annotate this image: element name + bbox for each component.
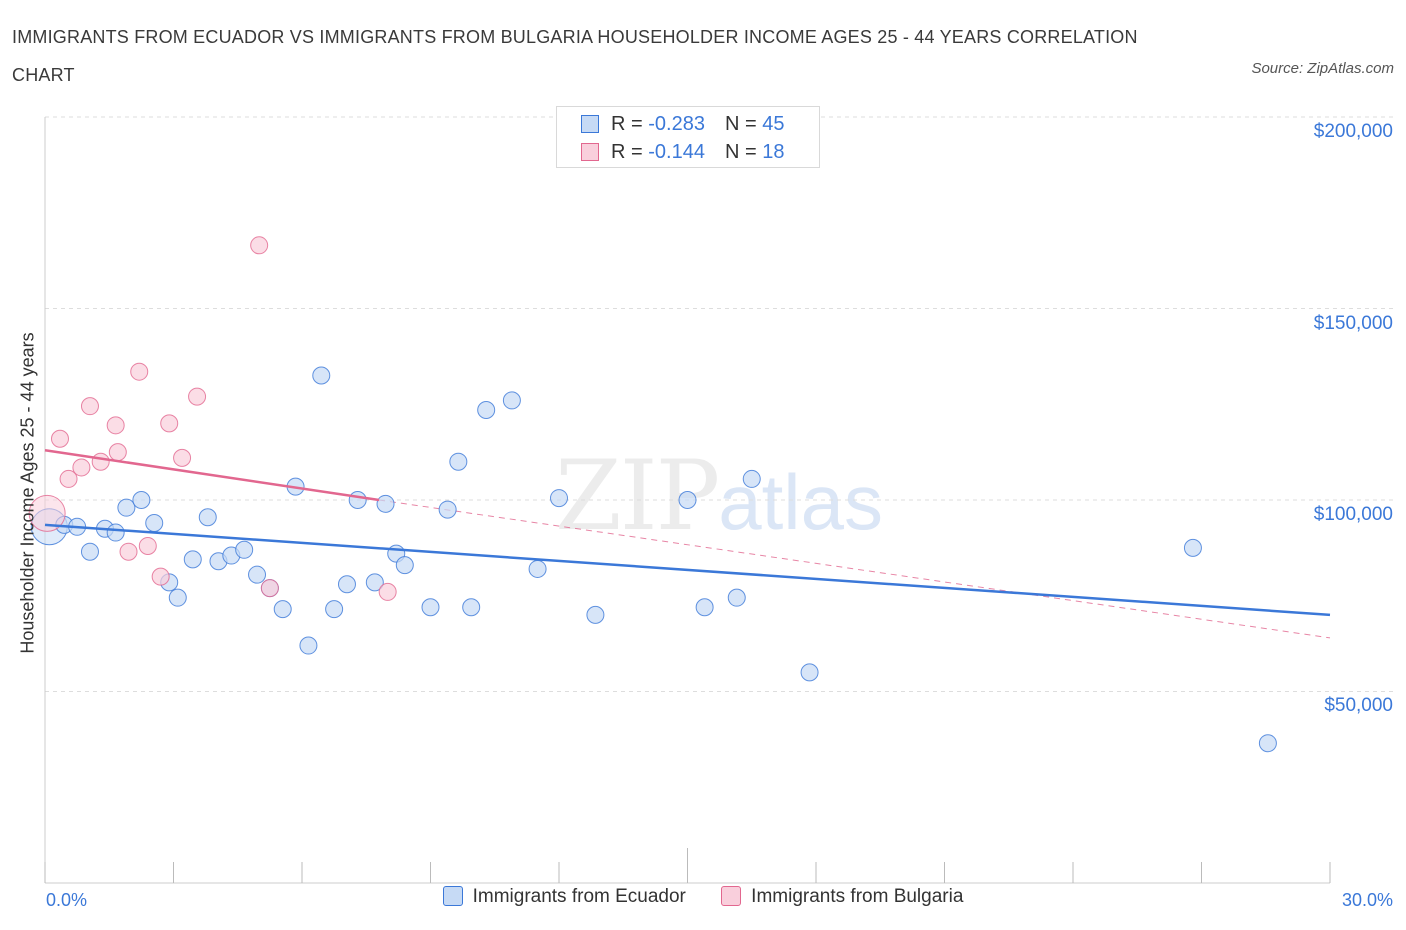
bulgaria-point [173, 448, 192, 467]
ecuador-point [117, 498, 136, 517]
legend-n-value: 18 [762, 141, 785, 163]
bulgaria-trend-line [44, 448, 380, 502]
x-tick-label-max: 30.0% [1341, 890, 1393, 910]
ecuador-point [248, 565, 267, 584]
bulgaria-point [119, 542, 138, 561]
legend-n-label: N = [724, 141, 763, 163]
ecuador-point [337, 575, 356, 594]
ecuador-point [1183, 538, 1202, 557]
bulgaria-trend-extension [379, 499, 1331, 639]
ecuador-point [145, 513, 164, 532]
watermark: ZIPatlas [555, 440, 883, 552]
ecuador-point [421, 598, 440, 617]
ecuador-point [325, 600, 344, 619]
ecuador-point [678, 491, 697, 509]
chart-title: IMMIGRANTS FROM ECUADOR VS IMMIGRANTS FR… [12, 27, 1138, 85]
legend-item-ecuador[interactable]: Immigrants from Ecuador [442, 886, 686, 908]
y-tick-label-150000: $150,000 [1313, 313, 1393, 334]
ecuador-point [800, 663, 819, 682]
ecuador-point [550, 489, 568, 508]
ecuador-point [742, 469, 761, 488]
legend-r-label: R = [611, 141, 649, 163]
bulgaria-point [50, 429, 69, 448]
ecuador-point [528, 559, 547, 578]
ecuador-point [449, 452, 468, 471]
ecuador-point [299, 636, 318, 655]
x-tick-label-min: 0.0% [46, 890, 88, 910]
ecuador-swatch [581, 115, 599, 133]
bulgaria-point [138, 536, 157, 555]
bulgaria-point [72, 458, 91, 477]
ecuador-point [727, 588, 746, 607]
ecuador-point [477, 400, 496, 419]
bulgaria-point [106, 416, 125, 435]
ecuador-point [235, 540, 254, 559]
legend-r-label: R = [611, 113, 649, 135]
bulgaria-point [80, 397, 99, 416]
ecuador-point [365, 573, 384, 592]
y-axis-label: Householder Income Ages 25 - 44 years [17, 332, 38, 654]
ecuador-point [1258, 734, 1277, 753]
y-tick-label-100000: $100,000 [1313, 504, 1393, 525]
bulgaria-point [130, 362, 149, 381]
bulgaria-point [28, 494, 66, 532]
bulgaria-point [91, 452, 110, 471]
correlation-legend: R = -0.283 N = 45 R = -0.144 N = 18 [556, 106, 820, 168]
y-tick-label-50000: $50,000 [1324, 695, 1393, 716]
ecuador-point [462, 598, 481, 617]
y-tick-label-200000: $200,000 [1313, 121, 1393, 142]
legend-row-bulgaria: R = -0.144 N = 18 [581, 138, 784, 166]
ecuador-point [586, 605, 605, 624]
source-credit: Source: ZipAtlas.com [1251, 60, 1394, 77]
ecuador-point [183, 550, 202, 569]
bulgaria-point [188, 387, 207, 406]
bulgaria-swatch [581, 143, 599, 161]
ecuador-point [132, 491, 151, 509]
bulgaria-point [108, 443, 127, 462]
ecuador-point [376, 494, 395, 513]
bulgaria-point [250, 236, 269, 255]
bulgaria-point [59, 469, 78, 488]
legend-n-label: N = [724, 113, 763, 135]
ecuador-point [502, 391, 521, 410]
ecuador-trend-line [44, 523, 1331, 617]
legend-r-value: -0.144 [648, 141, 705, 163]
legend-bulgaria-label: Immigrants from Bulgaria [751, 886, 964, 907]
bulgaria-point [160, 414, 179, 433]
ecuador-point [80, 542, 99, 561]
ecuador-point [348, 491, 367, 509]
ecuador-point [168, 588, 187, 607]
bulgaria-swatch [721, 886, 742, 906]
ecuador-point [312, 366, 331, 385]
legend-row-ecuador: R = -0.283 N = 45 [581, 110, 784, 138]
ecuador-point [395, 556, 414, 575]
legend-r-value: -0.283 [648, 113, 705, 135]
ecuador-swatch [442, 886, 463, 906]
series-legend: Immigrants from Ecuador Immigrants from … [0, 886, 1406, 908]
ecuador-point [273, 600, 292, 619]
legend-ecuador-label: Immigrants from Ecuador [472, 886, 686, 907]
ecuador-point [198, 508, 217, 527]
ecuador-point [438, 500, 457, 519]
ecuador-point [106, 523, 125, 542]
bulgaria-point [151, 567, 170, 586]
bulgaria-point [260, 579, 279, 598]
legend-item-bulgaria[interactable]: Immigrants from Bulgaria [721, 886, 963, 908]
legend-n-value: 45 [762, 113, 785, 135]
bulgaria-point [378, 582, 397, 601]
ecuador-point [695, 598, 714, 617]
